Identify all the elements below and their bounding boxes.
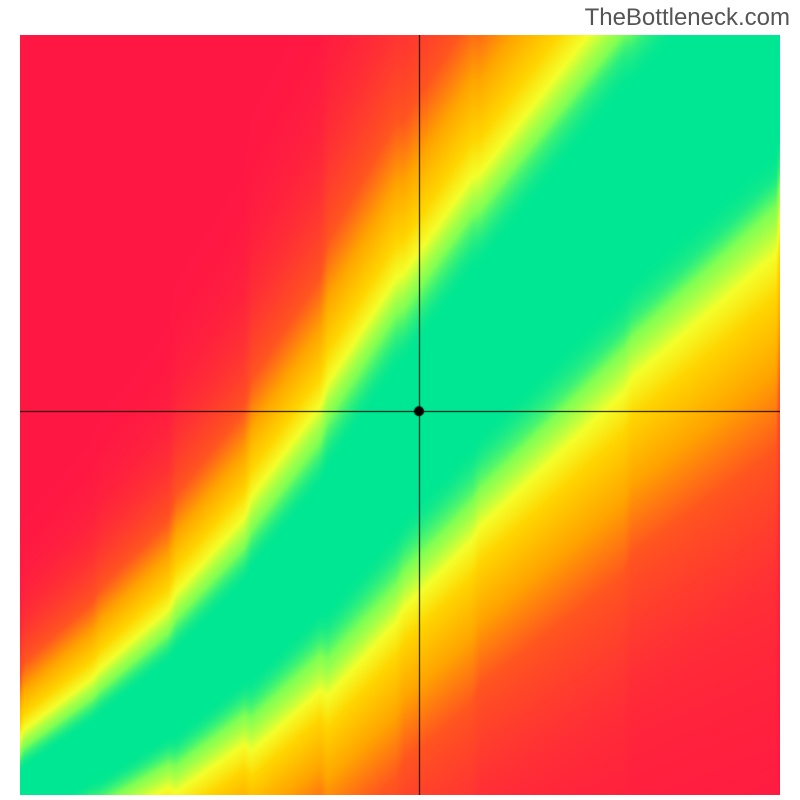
heatmap-canvas xyxy=(20,35,780,795)
watermark-label: TheBottleneck.com xyxy=(585,4,790,32)
heatmap-chart xyxy=(20,35,780,795)
